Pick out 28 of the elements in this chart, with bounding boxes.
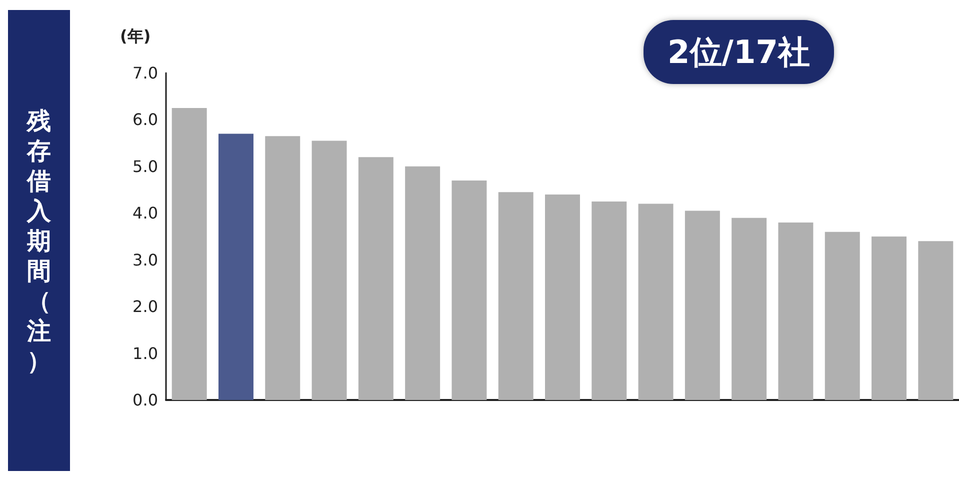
bar [592, 201, 627, 400]
y-tick-label: 7.0 [132, 64, 158, 82]
bar [684, 210, 720, 400]
bar [358, 157, 394, 400]
y-tick-label: 6.0 [132, 110, 158, 130]
y-tick-label: 5.0 [132, 156, 158, 176]
bar [545, 194, 580, 400]
bar [824, 232, 860, 400]
bar [638, 204, 674, 400]
y-tick-label: 0.0 [132, 390, 158, 410]
y-tick-label: 2.0 [132, 297, 158, 316]
bar [452, 180, 487, 400]
chart-title: 2位/17社 [668, 33, 810, 71]
label-panel: 残存借入期間（注） [8, 10, 70, 471]
bar [918, 241, 954, 400]
y-tick-label: 1.0 [132, 344, 158, 363]
bar [732, 218, 767, 400]
y-tick-label: 3.0 [132, 250, 158, 270]
bar [265, 136, 300, 400]
bar [312, 140, 347, 400]
bar [498, 192, 534, 400]
bar [778, 222, 814, 400]
bar [172, 108, 207, 400]
bar [218, 134, 254, 400]
y-tick-label: 4.0 [132, 204, 158, 223]
bar [872, 236, 907, 400]
text: (年) [120, 26, 151, 46]
bar [405, 166, 440, 400]
